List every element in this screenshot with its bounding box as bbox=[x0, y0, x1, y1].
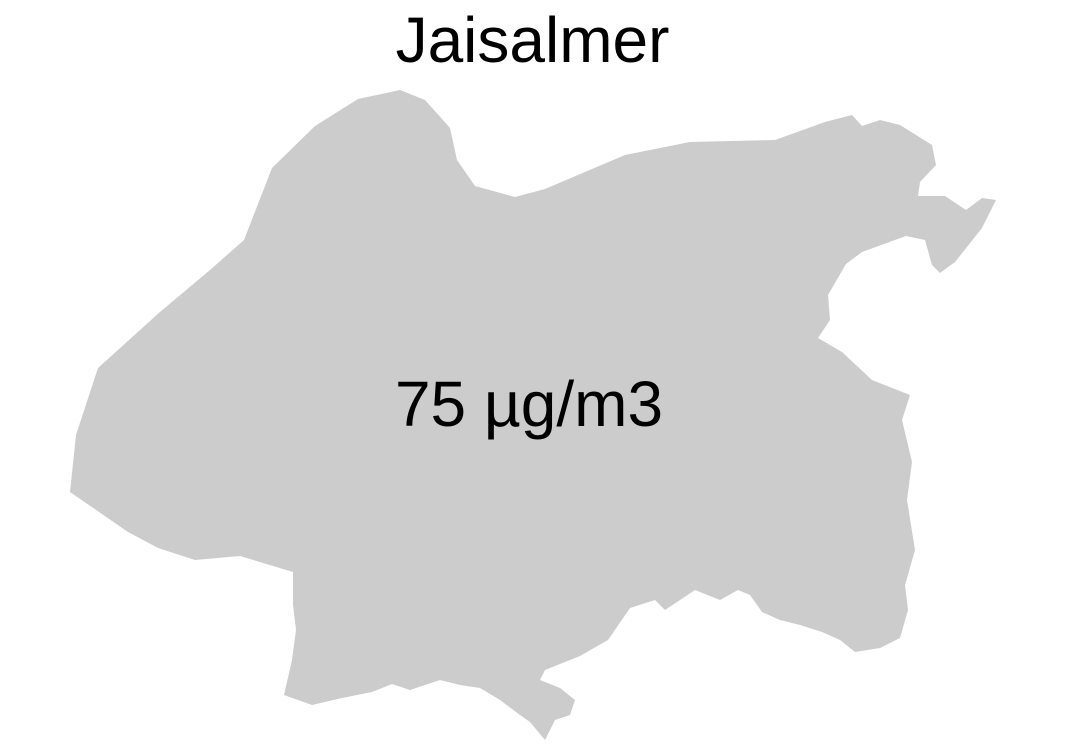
map-title: Jaisalmer bbox=[395, 4, 670, 76]
district-region-shape bbox=[70, 90, 996, 740]
pollution-value-label: 75 µg/m3 bbox=[394, 368, 664, 440]
